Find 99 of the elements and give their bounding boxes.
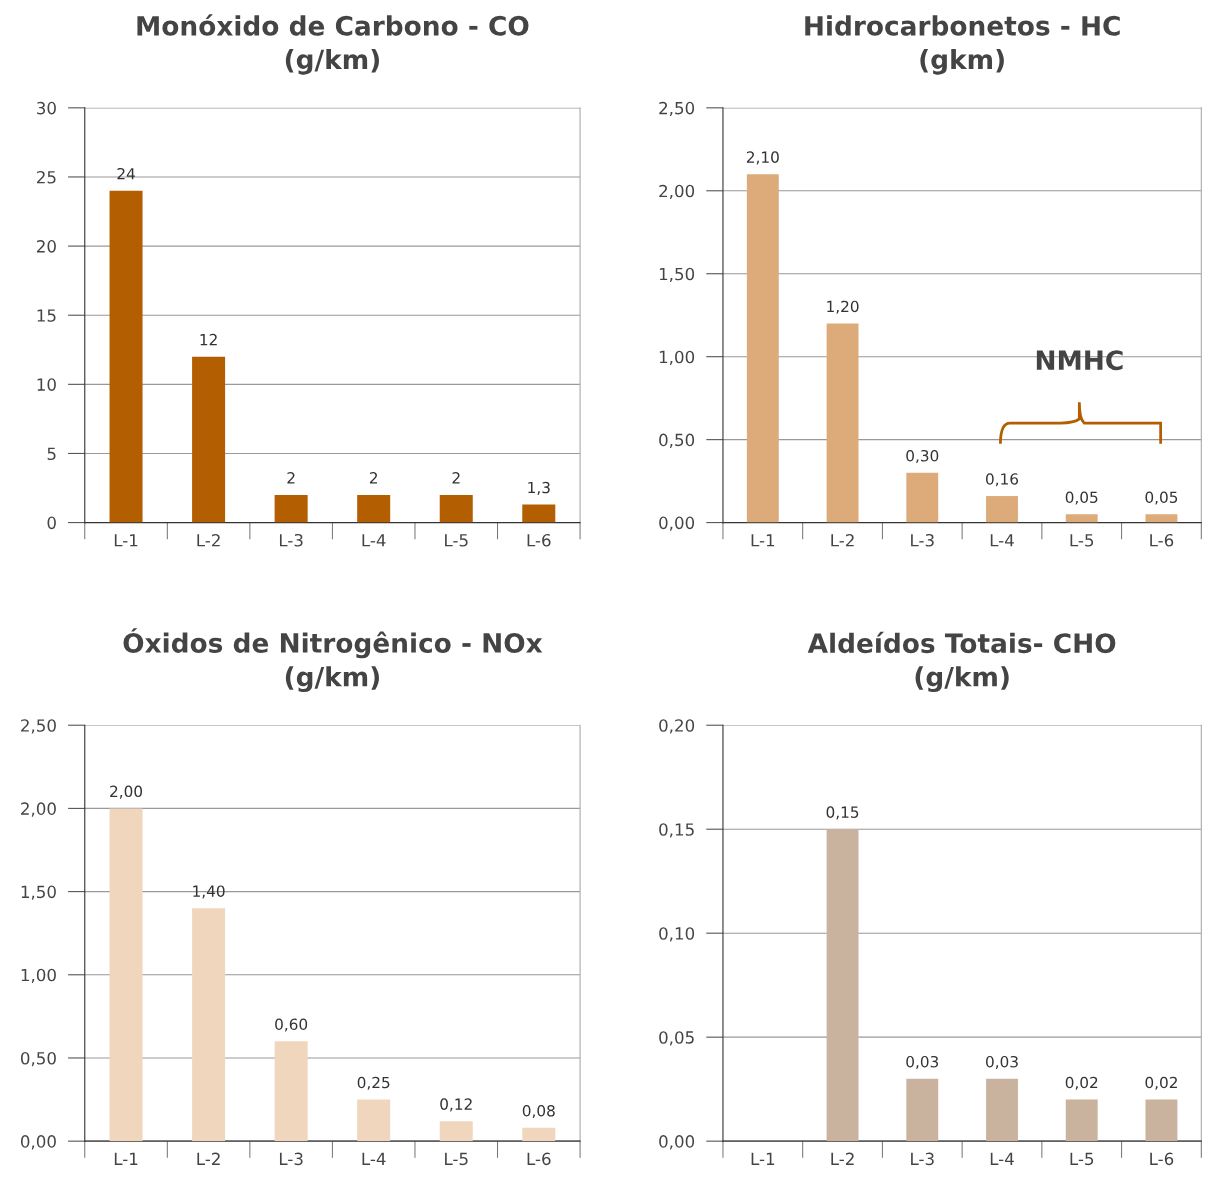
x-tick-label: L-6 (527, 1152, 551, 1166)
x-tick-label: L-5 (445, 534, 468, 547)
x-tick-label: L-3 (279, 533, 303, 547)
text: 0,05 (1145, 491, 1178, 505)
y-tick-label: 1,00 (21, 968, 56, 984)
bar (746, 174, 779, 523)
annotation: NMHC (1036, 350, 1123, 371)
y-tick-label: 2,50 (659, 101, 695, 117)
bar (522, 1127, 556, 1142)
text: 0,15 (826, 806, 859, 820)
x-tick-label: L-4 (362, 1152, 386, 1165)
y-tick-label: 10 (37, 378, 56, 391)
x-tick-label: L-3 (911, 1152, 934, 1166)
x-tick-label: L-1 (751, 1152, 775, 1165)
text: 0,25 (357, 1076, 390, 1090)
bar (522, 504, 556, 523)
bar (1145, 514, 1178, 523)
chart-title: Monóxido de Carbono - CO (g/km) (137, 14, 529, 75)
bar (1145, 1099, 1178, 1142)
x-tick-label: L-4 (990, 534, 1014, 547)
x-tick-label: L-6 (1150, 533, 1174, 547)
y-tick-label: 2,00 (659, 184, 695, 200)
bar (906, 472, 939, 523)
bar (109, 808, 143, 1142)
text: 1,3 (528, 481, 550, 495)
x-tick-label: L-2 (831, 533, 854, 547)
bar (1065, 514, 1098, 523)
x-tick-label: L-1 (114, 534, 138, 547)
bar (439, 1121, 473, 1142)
bar (826, 829, 859, 1142)
text: 2 (369, 472, 378, 484)
x-tick-label: L-5 (445, 1152, 468, 1166)
x-tick-label: L-1 (114, 1152, 138, 1165)
y-tick-label: 0,50 (20, 1051, 56, 1067)
bar (192, 356, 226, 523)
y-tick-label: 5 (47, 447, 56, 461)
text: 12 (200, 333, 217, 346)
x-tick-label: L-4 (362, 534, 386, 547)
x-tick-label: L-6 (1150, 1152, 1174, 1166)
bar (986, 496, 1018, 523)
bar (109, 190, 143, 523)
bar (357, 494, 391, 523)
text: 1,20 (827, 300, 859, 314)
y-tick-label: 1,50 (659, 267, 695, 282)
text: 2,10 (746, 151, 779, 165)
x-tick-label: L-3 (279, 1152, 303, 1166)
x-tick-label: L-2 (831, 1152, 854, 1165)
x-tick-label: L-3 (911, 533, 934, 547)
y-tick-label: 15 (37, 309, 56, 322)
y-tick-label: 1,50 (21, 885, 56, 900)
bar (1065, 1099, 1098, 1142)
x-tick-label: L-2 (197, 1152, 220, 1165)
y-tick-label: 20 (37, 240, 56, 253)
y-tick-label: 0,20 (659, 719, 695, 734)
text: 0,05 (1065, 491, 1098, 505)
bar (274, 1041, 308, 1142)
x-tick-label: L-5 (1070, 1152, 1094, 1166)
y-tick-label: 0,05 (659, 1031, 694, 1046)
text: 0,03 (906, 1055, 939, 1070)
y-tick-label: 0,00 (659, 1135, 695, 1150)
y-tick-label: 2,00 (21, 802, 56, 817)
y-tick-label: 0,00 (659, 516, 695, 531)
x-tick-label: L-1 (751, 534, 775, 547)
chart-title: Óxidos de Nitrogênico - NOx (g/km) (123, 628, 543, 693)
x-tick-label: L-5 (1070, 534, 1094, 547)
y-tick-label: 2,50 (21, 719, 56, 734)
text: 0,30 (906, 449, 939, 464)
text: 2 (287, 472, 295, 484)
x-tick-label: L-6 (527, 533, 551, 547)
text: 0,16 (986, 473, 1019, 487)
bar (192, 908, 226, 1142)
text: 24 (117, 167, 135, 180)
bar (986, 1078, 1018, 1142)
text: 0,12 (440, 1098, 472, 1112)
text: 0,02 (1065, 1076, 1098, 1090)
text: 2,00 (110, 785, 143, 799)
bar (906, 1078, 939, 1142)
bar (439, 494, 473, 523)
text: 0,03 (986, 1055, 1018, 1070)
y-tick-label: 25 (37, 170, 56, 184)
chart-title: Hidrocarbonetos - HC (gkm) (805, 15, 1120, 75)
bar (357, 1099, 391, 1142)
text: 0,60 (275, 1018, 308, 1032)
x-tick-label: L-2 (197, 533, 220, 547)
y-tick-label: 1,00 (659, 350, 695, 365)
y-tick-label: 30 (37, 101, 56, 115)
y-tick-label: 0,00 (20, 1135, 56, 1150)
text: 0,08 (522, 1105, 555, 1119)
chart-title: Aldeídos Totais- CHO (g/km) (807, 631, 1116, 693)
x-tick-label: L-4 (990, 1152, 1014, 1165)
bar (274, 494, 308, 523)
bar (826, 323, 859, 523)
y-tick-label: 0,15 (659, 823, 694, 838)
y-tick-label: 0 (47, 516, 56, 530)
y-tick-label: 0,50 (659, 433, 695, 448)
text: 2 (452, 472, 460, 484)
text: 1,40 (193, 885, 225, 899)
text: 0,02 (1145, 1076, 1177, 1090)
y-tick-label: 0,10 (659, 927, 695, 942)
